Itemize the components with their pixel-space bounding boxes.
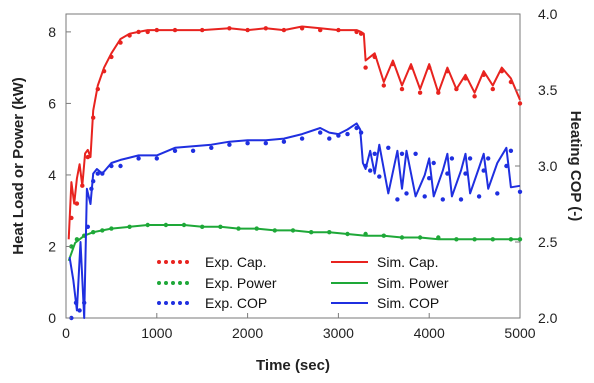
x-tick-label: 4000 xyxy=(414,325,445,341)
y2-tick-label: 4.0 xyxy=(538,6,558,22)
series-sim-cop xyxy=(68,122,521,319)
y-tick-label: 2 xyxy=(48,238,56,254)
x-tick-label: 1000 xyxy=(141,325,172,341)
x-tick-label: 0 xyxy=(62,325,70,341)
y2-tick-label: 2.5 xyxy=(538,234,558,250)
data-point xyxy=(74,201,80,206)
x-tick-label: 2000 xyxy=(232,325,263,341)
data-point xyxy=(440,197,445,202)
data-point xyxy=(327,136,332,141)
x-tick-label: 5000 xyxy=(504,325,535,341)
legend-label-sim-cop: Sim. COP xyxy=(377,295,439,311)
plot-frame xyxy=(65,13,521,319)
data-point xyxy=(172,148,178,153)
data-point xyxy=(136,156,141,161)
series-line xyxy=(67,224,520,262)
data-point xyxy=(263,141,268,146)
data-point xyxy=(490,86,495,92)
series-sim-power xyxy=(67,224,520,262)
data-point xyxy=(190,148,196,153)
data-point xyxy=(486,156,491,161)
data-point xyxy=(118,163,123,169)
data-point xyxy=(422,194,427,199)
ticks-layer: 0 1000 2000 3000 4000 5000 0 2 4 6 8 2.0 2.5 3.0 3.5 4.… xyxy=(48,6,557,341)
series-exp-cop xyxy=(69,125,523,321)
data-point xyxy=(413,151,418,156)
data-point xyxy=(299,136,305,141)
data-point xyxy=(517,189,523,194)
data-point xyxy=(463,171,468,176)
data-point xyxy=(458,197,464,202)
y-axis-title: Heat Load or Power (kW) xyxy=(10,77,27,255)
y2-tick-label: 2.0 xyxy=(538,310,558,326)
series-sim-cap xyxy=(67,25,521,240)
data-point xyxy=(495,191,500,196)
data-point xyxy=(363,65,368,70)
data-point xyxy=(69,315,74,321)
data-point xyxy=(368,168,373,173)
data-point xyxy=(476,194,482,199)
y-tick-label: 8 xyxy=(48,24,56,40)
data-point xyxy=(227,142,232,147)
data-point xyxy=(154,156,159,161)
data-point xyxy=(85,154,91,160)
data-point xyxy=(508,148,514,153)
data-point xyxy=(318,130,323,135)
series-layer xyxy=(67,25,523,321)
data-point xyxy=(372,151,377,156)
data-point xyxy=(245,141,250,146)
y-tick-label: 4 xyxy=(48,167,56,183)
data-point xyxy=(281,139,287,144)
legend-label-exp-cap: Exp. Cap. xyxy=(205,254,266,270)
legend-label-exp-power: Exp. Power xyxy=(205,275,277,291)
x-tick-label: 3000 xyxy=(323,325,354,341)
data-point xyxy=(399,86,405,92)
data-point xyxy=(95,171,101,176)
series-line xyxy=(68,122,521,319)
data-point xyxy=(399,151,405,156)
data-point xyxy=(386,145,391,150)
data-point xyxy=(77,308,82,313)
legend-label-sim-power: Sim. Power xyxy=(377,275,449,291)
series-line xyxy=(67,25,521,240)
data-point xyxy=(395,197,400,202)
data-point xyxy=(209,145,214,150)
legend: Exp. Cap. Exp. Power Exp. COP Sim. Cap. … xyxy=(157,254,449,311)
data-point xyxy=(381,83,386,88)
data-point xyxy=(417,90,423,95)
data-point xyxy=(427,176,432,181)
data-point xyxy=(467,156,473,161)
y-tick-label: 0 xyxy=(48,310,56,326)
data-point xyxy=(431,160,436,166)
y2-tick-label: 3.0 xyxy=(538,158,558,174)
x-axis-title: Time (sec) xyxy=(256,357,330,374)
y2-axis-title: Heating COP (-) xyxy=(567,111,584,222)
legend-label-exp-cop: Exp. COP xyxy=(205,295,267,311)
y-tick-label: 6 xyxy=(48,95,56,111)
data-point xyxy=(377,174,382,179)
data-point xyxy=(517,101,523,106)
data-point xyxy=(404,191,409,196)
y2-tick-label: 3.5 xyxy=(538,82,558,98)
data-point xyxy=(345,131,350,137)
data-point xyxy=(472,94,477,99)
legend-label-sim-cap: Sim. Cap. xyxy=(377,254,438,270)
data-point xyxy=(449,156,455,161)
